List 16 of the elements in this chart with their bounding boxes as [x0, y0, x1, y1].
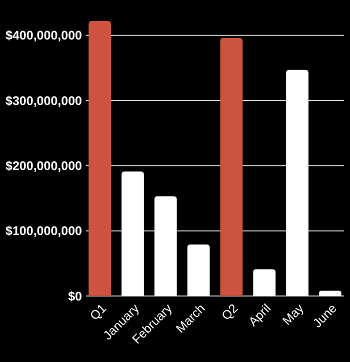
x-tick-label: Q2: [218, 301, 241, 324]
bar: [286, 70, 308, 296]
y-tick-label: $200,000,000: [6, 159, 82, 174]
y-tick-label: $100,000,000: [6, 224, 82, 238]
bar: [122, 172, 144, 296]
bar: [253, 269, 276, 296]
y-tick-label: $300,000,000: [6, 94, 82, 108]
x-tick-label: May: [280, 300, 308, 328]
bar: [187, 244, 210, 296]
x-tick-label: Q1: [87, 301, 110, 324]
y-tick-label: $0: [68, 289, 82, 304]
bar: [88, 21, 112, 296]
bar: [318, 290, 342, 296]
bar: [220, 38, 243, 296]
bar: [154, 196, 177, 296]
y-tick-label: $400,000,000: [6, 28, 82, 43]
